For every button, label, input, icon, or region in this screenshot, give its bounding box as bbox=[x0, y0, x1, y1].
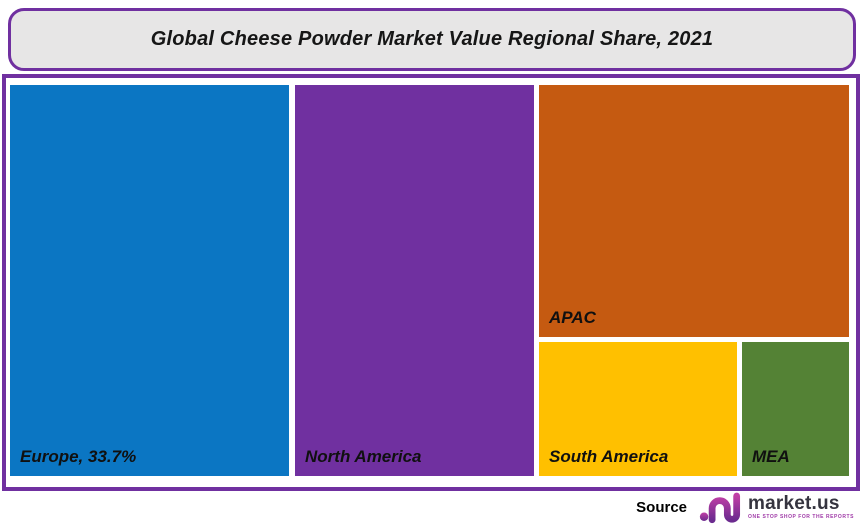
treemap-cell-apac: APAC bbox=[539, 85, 849, 337]
chart-title-banner: Global Cheese Powder Market Value Region… bbox=[8, 8, 856, 71]
treemap-cell-south-america: South America bbox=[539, 342, 737, 476]
treemap-label-europe: Europe, 33.7% bbox=[20, 447, 137, 466]
marketus-logo: market.us ONE STOP SHOP FOR THE REPORTS bbox=[699, 490, 854, 524]
treemap-cell-mea: MEA bbox=[742, 342, 849, 476]
treemap-label-south-america: South America bbox=[549, 447, 669, 466]
brand-name: market.us bbox=[748, 493, 840, 514]
treemap-label-mea: MEA bbox=[752, 447, 790, 466]
treemap-cell-europe: Europe, 33.7% bbox=[10, 85, 289, 476]
brand-tagline: ONE STOP SHOP FOR THE REPORTS bbox=[748, 514, 854, 520]
treemap-label-apac: APAC bbox=[549, 308, 596, 327]
page-title: Global Cheese Powder Market Value Region… bbox=[150, 28, 714, 50]
brand-block: market.us ONE STOP SHOP FOR THE REPORTS bbox=[748, 494, 854, 520]
source-label: Source bbox=[636, 498, 688, 516]
treemap-cell-north-america: North America bbox=[295, 85, 534, 476]
treemap-chart: Europe, 33.7% North America APAC South A… bbox=[2, 74, 860, 491]
treemap-label-north-america: North America bbox=[305, 447, 422, 466]
source-row: Source market.us ONE STOP SHOP FOR THE R… bbox=[0, 489, 860, 525]
marketus-logo-icon bbox=[699, 492, 741, 524]
